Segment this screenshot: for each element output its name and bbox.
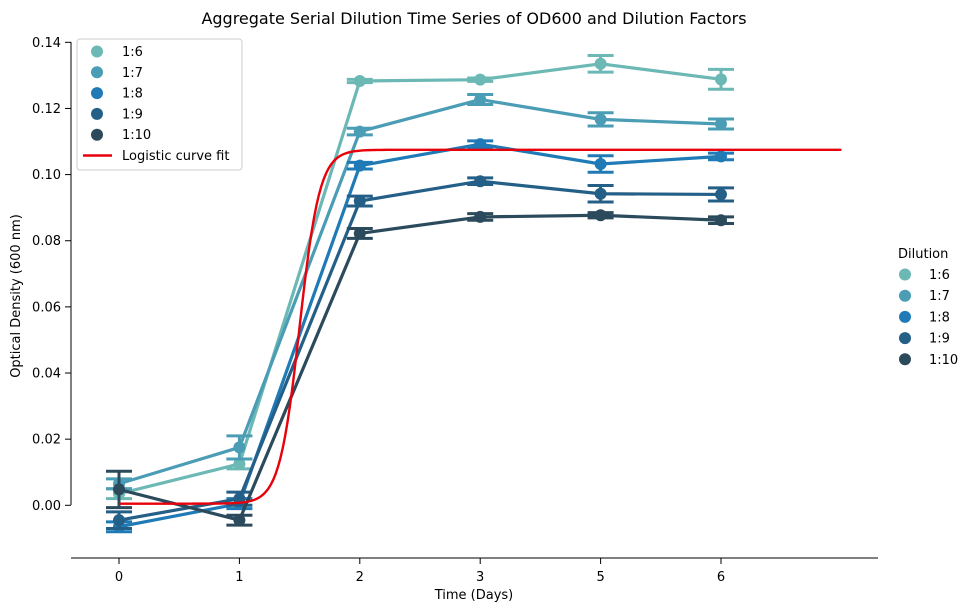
x-tick-label: 2 (356, 570, 364, 585)
legend-inner-label: 1:10 (122, 128, 151, 143)
legend-outer-label: 1:7 (929, 289, 950, 304)
y-axis-label: Optical Density (600 nm) (9, 214, 24, 378)
data-point (233, 441, 246, 454)
legend-inner-marker (91, 87, 103, 100)
series-line (118, 142, 722, 529)
data-point (715, 117, 727, 130)
data-point (715, 150, 727, 163)
series-line (118, 213, 722, 522)
legend-inner-marker (91, 128, 103, 141)
x-ticks: 0 1 2 3 5 6 (115, 558, 725, 585)
data-point (113, 483, 125, 496)
legend-inner-label: 1:6 (122, 45, 143, 60)
data-point (594, 113, 607, 126)
data-point (474, 93, 487, 106)
legend-outer-marker (899, 268, 911, 281)
y-tick-label: 0.14 (32, 36, 61, 51)
x-tick-label: 3 (476, 570, 484, 585)
data-point (353, 227, 366, 240)
legend-fit-label: Logistic curve fit (122, 149, 229, 164)
y-tick-label: 0.06 (32, 300, 61, 315)
legend-outer: Dilution 1:6 1:7 1:8 1:9 1:10 (898, 247, 958, 368)
series-1-7 (106, 93, 734, 491)
data-point (594, 57, 607, 70)
data-point (474, 138, 487, 151)
y-tick-label: 0.02 (32, 433, 61, 448)
x-axis-label: Time (Days) (434, 588, 514, 603)
legend-outer-title: Dilution (898, 247, 948, 262)
legend-outer-marker (899, 353, 911, 366)
legend-inner: 1:6 1:7 1:8 1:9 1:10 Logistic curve fit (76, 38, 243, 171)
series-layer (106, 54, 734, 534)
data-point (474, 210, 487, 223)
legend-inner-label: 1:8 (122, 87, 143, 102)
data-point (233, 457, 246, 470)
legend-outer-label: 1:10 (929, 353, 958, 368)
y-ticks: 0.00 0.02 0.04 0.06 0.08 0.10 0.12 0.14 (32, 36, 71, 514)
y-tick-label: 0.08 (32, 234, 61, 249)
y-tick-label: 0.00 (32, 499, 61, 514)
data-point (474, 175, 487, 188)
fit-layer (119, 148, 842, 505)
legend-inner-marker (91, 107, 103, 120)
data-point (353, 125, 366, 138)
x-tick-label: 0 (115, 570, 123, 585)
legend-inner-label: 1:7 (122, 66, 143, 81)
y-tick-label: 0.12 (32, 102, 61, 117)
data-point (715, 188, 727, 201)
data-point (353, 159, 366, 172)
data-point (594, 209, 607, 222)
series-1-9 (106, 175, 734, 530)
legend-inner-label: 1:9 (122, 107, 143, 122)
x-tick-label: 1 (235, 570, 243, 585)
legend-outer-marker (899, 332, 911, 345)
legend-outer-marker (899, 310, 911, 323)
x-tick-label: 6 (717, 570, 725, 585)
data-point (594, 158, 607, 171)
data-point (233, 514, 246, 527)
data-point (715, 214, 727, 227)
data-point (715, 73, 727, 86)
data-point (474, 73, 487, 86)
legend-outer-label: 1:9 (929, 332, 950, 347)
legend-inner-marker (91, 45, 103, 58)
chart-title: Aggregate Serial Dilution Time Series of… (201, 9, 746, 28)
series-line (118, 97, 722, 486)
legend-outer-label: 1:8 (929, 310, 950, 325)
x-tick-label: 5 (596, 570, 604, 585)
data-point (113, 514, 125, 527)
series-1-10 (106, 209, 734, 527)
y-tick-label: 0.04 (32, 367, 61, 382)
series-line (118, 62, 722, 496)
fit-line (119, 148, 842, 505)
legend-inner-marker (91, 66, 103, 79)
series-line (118, 179, 722, 522)
legend-outer-marker (899, 289, 911, 302)
data-point (594, 187, 607, 200)
legend-outer-label: 1:6 (929, 268, 950, 283)
y-tick-label: 0.10 (32, 168, 61, 183)
data-point (353, 195, 366, 208)
legend-inner-frame (76, 38, 243, 171)
plot-area: 0.00 0.02 0.04 0.06 0.08 0.10 0.12 0.14 0 1 2 3 5 6 (32, 36, 878, 585)
data-point (353, 74, 366, 87)
